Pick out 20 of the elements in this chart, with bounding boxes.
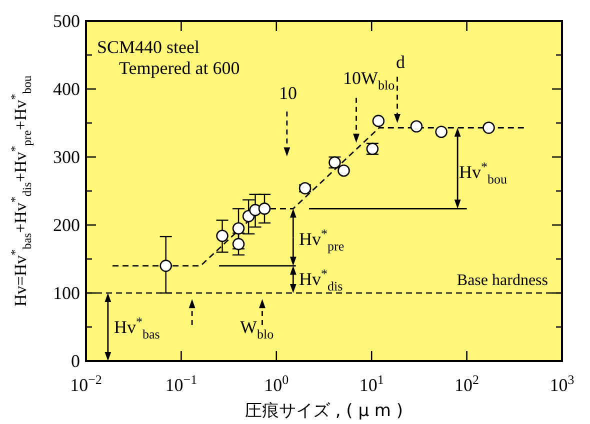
annotation: 10 xyxy=(279,83,297,103)
x-tick-label: 10$^{2}$ xyxy=(454,372,480,395)
x-tick-label: 10$^{3}$ xyxy=(550,372,574,395)
x-tick-label: 10$^{0}$ xyxy=(264,372,289,395)
annotation: SCM440 steel xyxy=(97,37,200,57)
y-tick-label: 200 xyxy=(53,215,80,235)
annotation: Tempered at 600 xyxy=(119,58,240,78)
x-tick-label: 10$^{−2}$ xyxy=(70,372,102,395)
annotation: W$_{blo}$ xyxy=(240,317,274,342)
ref-line-label: Base hardness xyxy=(456,272,548,289)
x-axis-title: 圧痕サイズ , ( μ m ) xyxy=(244,401,404,421)
y-tick-label: 400 xyxy=(53,79,80,99)
y-tick-label: 300 xyxy=(53,147,80,167)
y-tick-label: 100 xyxy=(53,283,80,303)
y-tick-label: 0 xyxy=(71,351,80,371)
annotation: 10W$_{blo}$ xyxy=(343,68,395,92)
annotation: d xyxy=(396,52,405,72)
x-tick-label: 10$^{−1}$ xyxy=(165,372,198,395)
y-tick-label: 500 xyxy=(53,11,80,31)
x-tick-label: 10$^{1}$ xyxy=(359,372,384,395)
